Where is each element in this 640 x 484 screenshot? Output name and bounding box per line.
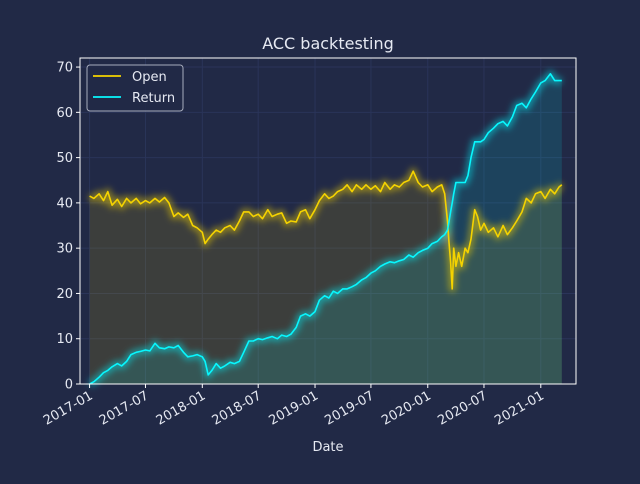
x-tick-label: 2017-01: [41, 388, 96, 428]
y-tick-label: 70: [56, 61, 73, 76]
grid-layer: [80, 58, 576, 385]
axes-frame: [79, 57, 577, 385]
x-tick-label: 2020-01: [379, 388, 434, 428]
chart-title: ACC backtesting: [262, 34, 394, 53]
line-open: [89, 170, 563, 290]
x-tick-label: 2020-07: [435, 388, 490, 428]
y-tick-label: 50: [56, 151, 73, 166]
y-tick-label: 0: [65, 378, 73, 393]
legend-label-return: Return: [132, 91, 175, 106]
y-tick-label: 60: [56, 106, 73, 121]
line-return: [89, 73, 562, 385]
y-tick-label: 10: [56, 332, 73, 347]
x-tick-label: 2017-07: [97, 388, 152, 428]
x-tick-label: 2018-01: [154, 388, 209, 428]
legend: Open Return: [86, 64, 184, 112]
area-return: [89, 73, 562, 385]
x-axis-label: Date: [312, 440, 343, 455]
area-layer: [89, 73, 562, 385]
line-layer: [89, 73, 563, 385]
y-tick-label: 20: [56, 287, 73, 302]
x-tick-label: 2019-01: [266, 388, 321, 428]
area-open: [89, 171, 562, 384]
y-tick-label: 40: [56, 196, 73, 211]
y-tick-label: 30: [56, 242, 73, 257]
x-tick-label: 2019-07: [322, 388, 377, 428]
x-tick-label: 2018-07: [210, 388, 265, 428]
legend-label-open: Open: [132, 70, 167, 85]
x-tick-label: 2021-01: [492, 388, 547, 428]
